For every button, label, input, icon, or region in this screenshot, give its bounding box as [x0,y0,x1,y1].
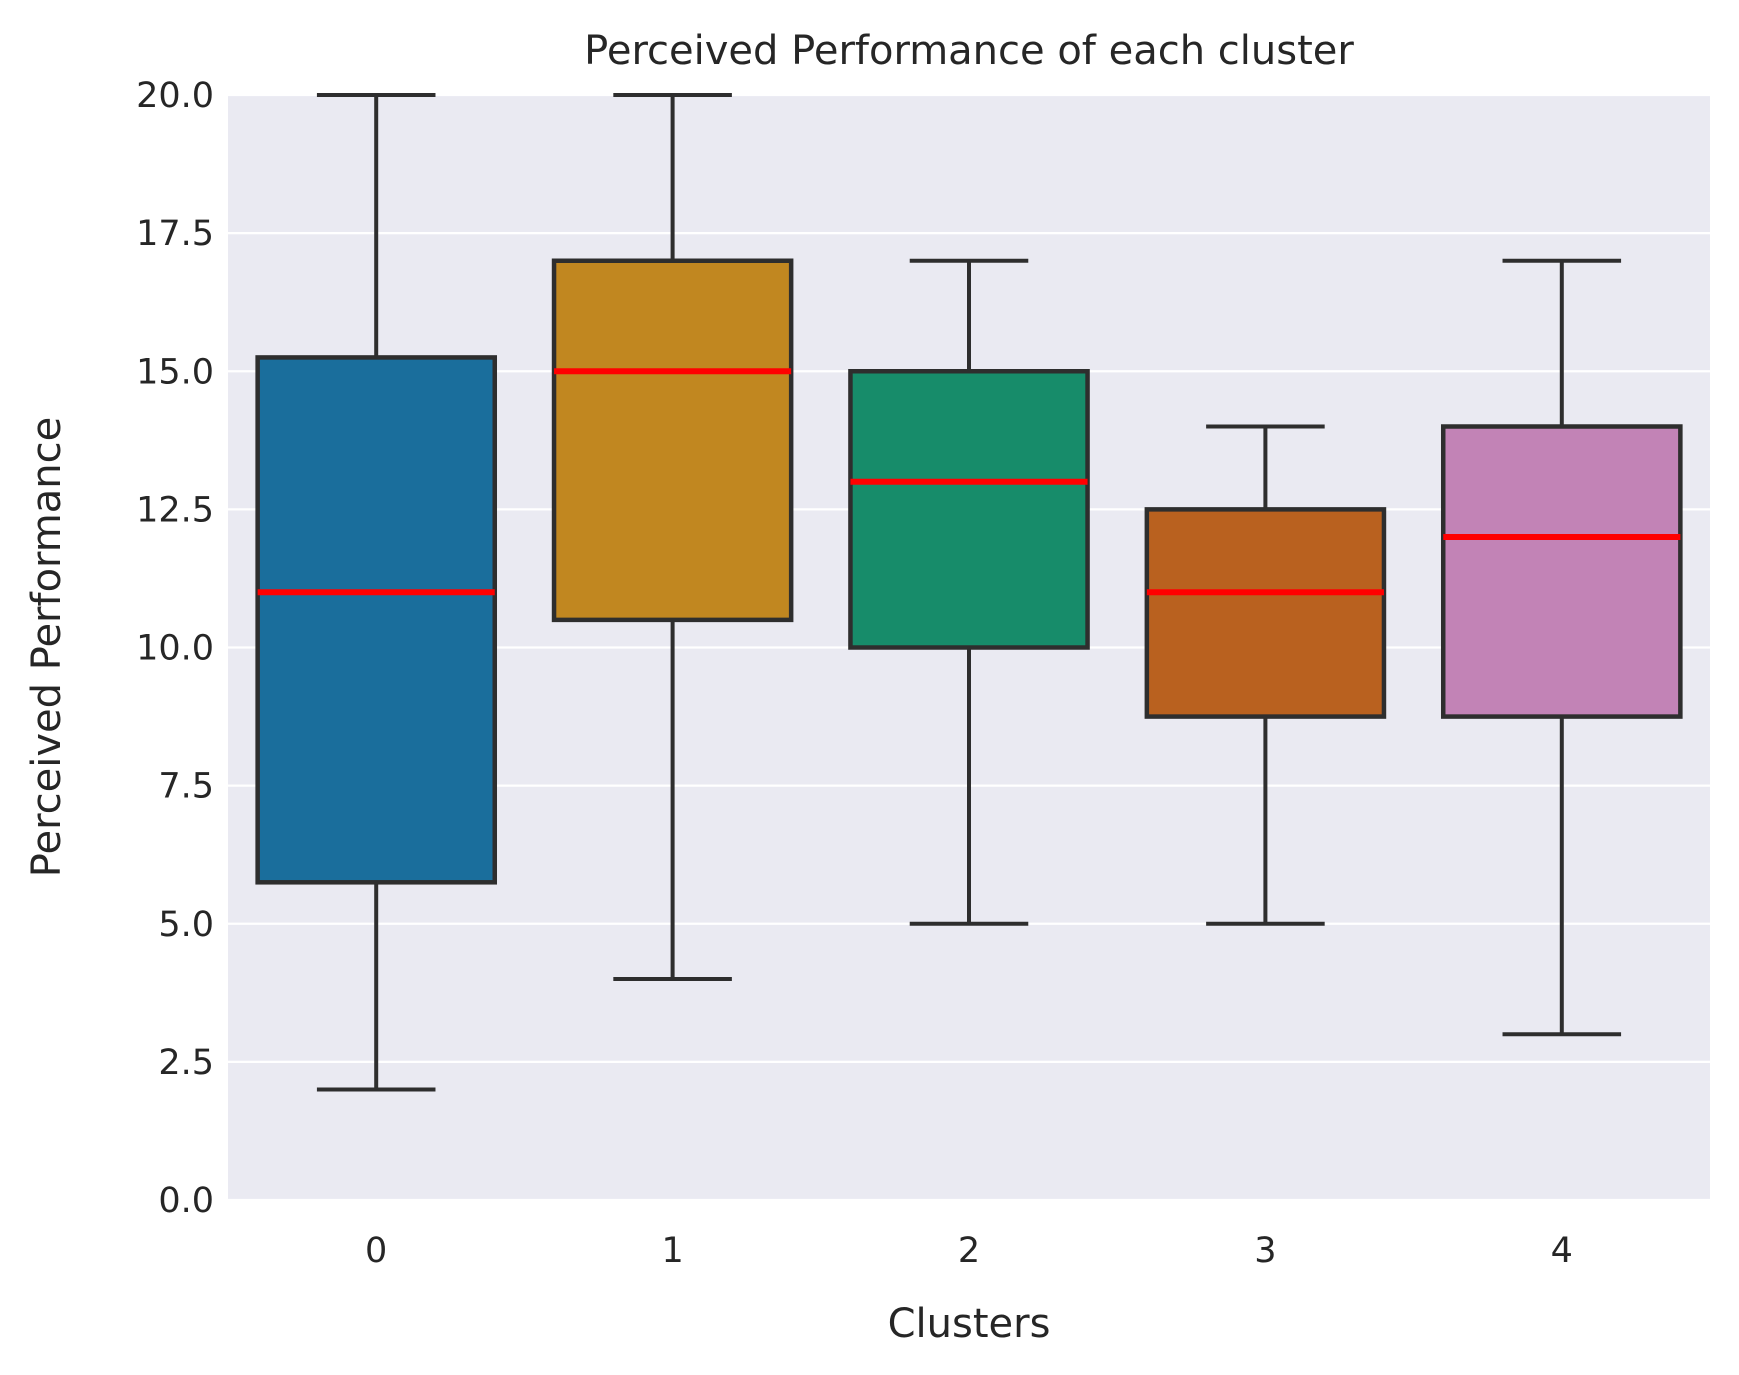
box-group-3 [1144,424,1387,926]
box-body [1440,424,1683,719]
x-tick-label: 2 [958,1231,980,1271]
y-tick-label: 2.5 [158,1043,214,1083]
x-tick-labels: 0 1 2 3 4 [365,1231,1573,1271]
box-body [1144,507,1387,719]
y-tick-label: 5.0 [158,905,214,945]
boxes [255,93,1683,1092]
y-tick-label: 20.0 [136,76,214,116]
x-tick-label: 4 [1551,1231,1573,1271]
y-tick-label: 0.0 [158,1181,214,1221]
x-tick-label: 3 [1254,1231,1276,1271]
box-group-4 [1440,258,1683,1037]
chart-title: Perceived Performance of each cluster [584,28,1354,74]
x-tick-label: 1 [661,1231,683,1271]
y-tick-labels: 0.0 2.5 5.0 7.5 10.0 12.5 15.0 17.5 20.0 [136,76,214,1221]
x-axis-title: Clusters [888,1301,1051,1347]
box-body [255,355,498,885]
box-body [848,369,1090,650]
y-tick-label: 15.0 [136,352,214,392]
box-group-0 [255,93,498,1092]
y-tick-label: 10.0 [136,629,214,669]
y-tick-label: 12.5 [136,490,214,530]
y-tick-label: 17.5 [136,214,214,254]
box-group-1 [551,93,794,981]
y-axis-title: Perceived Performance [24,417,70,877]
x-tick-label: 0 [365,1231,387,1271]
box-body [551,258,794,623]
box-group-2 [848,258,1090,926]
y-tick-label: 7.5 [158,767,214,807]
